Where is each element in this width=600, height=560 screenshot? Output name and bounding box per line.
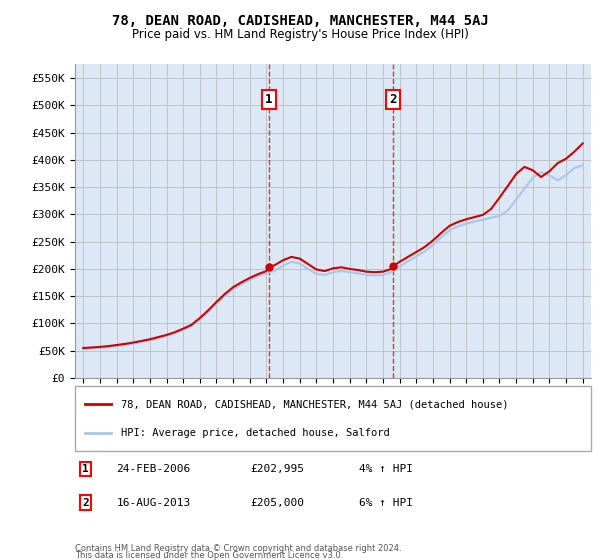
Text: £205,000: £205,000 [250, 498, 304, 507]
Text: 4% ↑ HPI: 4% ↑ HPI [359, 464, 413, 474]
Text: 2: 2 [82, 498, 89, 507]
Text: 24-FEB-2006: 24-FEB-2006 [116, 464, 191, 474]
Text: £202,995: £202,995 [250, 464, 304, 474]
Text: This data is licensed under the Open Government Licence v3.0.: This data is licensed under the Open Gov… [75, 551, 343, 560]
Text: Price paid vs. HM Land Registry's House Price Index (HPI): Price paid vs. HM Land Registry's House … [131, 28, 469, 41]
Text: Contains HM Land Registry data © Crown copyright and database right 2024.: Contains HM Land Registry data © Crown c… [75, 544, 401, 553]
Text: 1: 1 [82, 464, 89, 474]
Text: HPI: Average price, detached house, Salford: HPI: Average price, detached house, Salf… [121, 428, 390, 438]
Text: 2: 2 [389, 94, 397, 106]
Text: 1: 1 [265, 94, 272, 106]
Text: 78, DEAN ROAD, CADISHEAD, MANCHESTER, M44 5AJ: 78, DEAN ROAD, CADISHEAD, MANCHESTER, M4… [112, 14, 488, 28]
Text: 6% ↑ HPI: 6% ↑ HPI [359, 498, 413, 507]
Text: 78, DEAN ROAD, CADISHEAD, MANCHESTER, M44 5AJ (detached house): 78, DEAN ROAD, CADISHEAD, MANCHESTER, M4… [121, 399, 509, 409]
FancyBboxPatch shape [75, 386, 591, 451]
Text: 16-AUG-2013: 16-AUG-2013 [116, 498, 191, 507]
